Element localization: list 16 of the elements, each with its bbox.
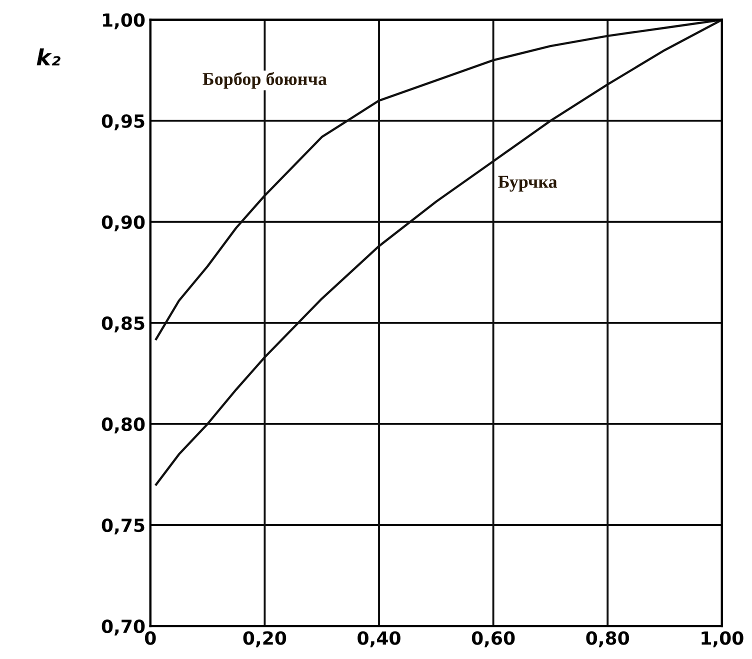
y-tick-label: 0,70 [102, 620, 145, 636]
y-tick-label: 0,85 [102, 316, 144, 332]
y-tick-label: 0,90 [102, 215, 145, 232]
x-tick-label: 0,40 [358, 631, 400, 648]
series-label: Бурчка [498, 176, 558, 192]
y-tick-label: 1,00 [103, 13, 145, 30]
y-axis-title: k₂ [36, 48, 60, 66]
y-tick-label: 0,95 [102, 114, 144, 130]
y-tick-label: 0,80 [102, 417, 145, 434]
y-tick-label: 0,75 [102, 518, 144, 534]
x-tick-label: 1,00 [702, 631, 744, 648]
x-tick-label: 0,20 [243, 631, 286, 648]
x-tick-label: 0,60 [472, 631, 515, 648]
text: Борбор боюнча [202, 72, 327, 89]
x-tick-label: 0,80 [586, 631, 630, 648]
x-tick-label: 0 [144, 631, 156, 645]
